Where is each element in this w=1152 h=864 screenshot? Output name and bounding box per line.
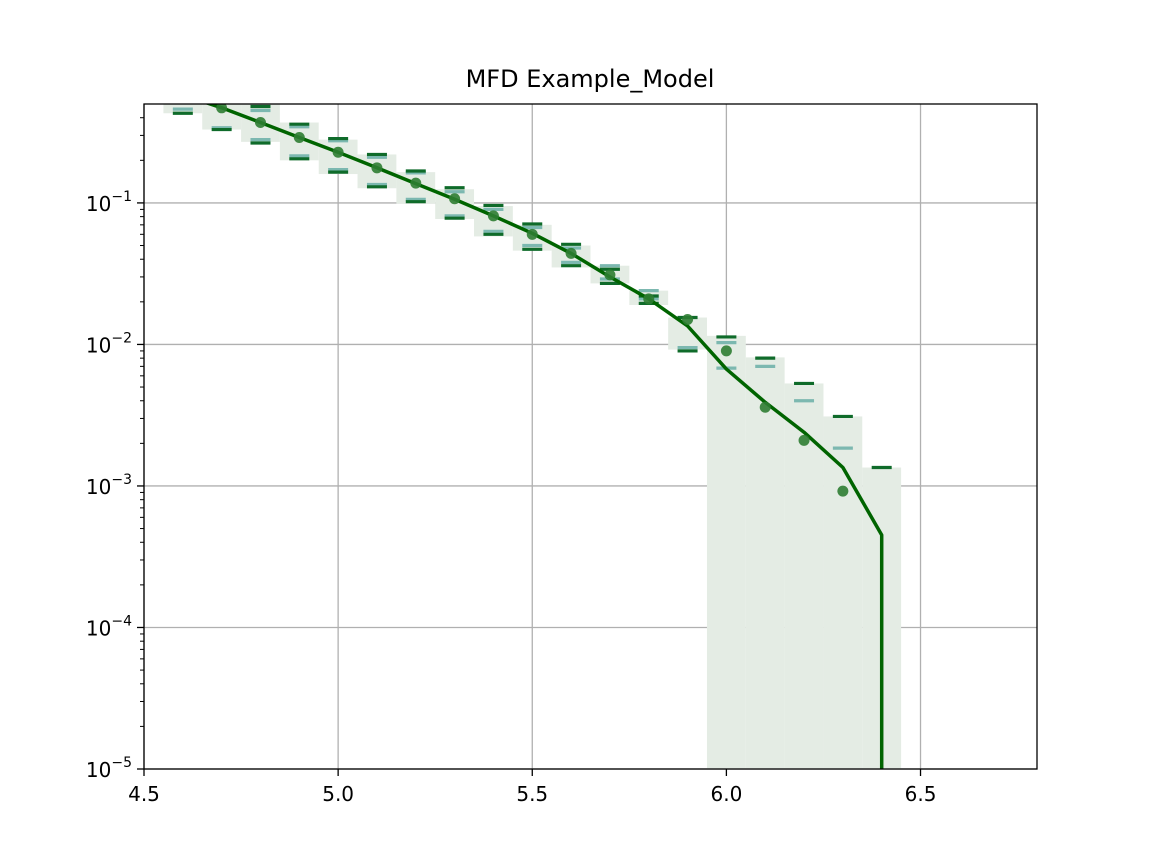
observed-point [410, 177, 422, 189]
x-tick-label: 6.5 [905, 782, 937, 806]
observed-point [293, 131, 305, 143]
observed-point [332, 146, 344, 158]
observed-point [254, 117, 266, 129]
observed-point [643, 293, 655, 305]
observed-point [798, 434, 810, 446]
observed-point [371, 162, 383, 174]
model-line [204, 104, 884, 769]
y-axis: 10−1 10−2 10−3 10−4 10−5 [86, 117, 144, 782]
band-rect [745, 357, 785, 769]
x-axis: 4.5 5.0 5.5 6.0 6.5 [128, 769, 936, 806]
observed-point [837, 485, 849, 497]
grid [143, 104, 1037, 770]
band-rect [706, 335, 746, 769]
plot-area [163, 104, 902, 769]
observed-point [720, 345, 732, 357]
observed-point [565, 247, 577, 259]
y-tick-label: 10−2 [86, 330, 132, 357]
observed-point [487, 210, 499, 222]
chart-title: MFD Example_Model [466, 65, 715, 93]
x-tick-label: 4.5 [128, 782, 160, 806]
y-tick-label: 10−5 [86, 755, 132, 782]
plot-frame [143, 103, 1038, 770]
x-tick-label: 6.0 [710, 782, 742, 806]
observed-point [759, 401, 771, 413]
y-tick-label: 10−1 [86, 189, 132, 216]
x-tick-label: 5.5 [516, 782, 548, 806]
bound-markers [172, 104, 892, 470]
y-tick-label: 10−4 [86, 613, 132, 640]
observed-point [604, 269, 616, 281]
observed-point [682, 314, 694, 326]
x-tick-label: 5.0 [322, 782, 354, 806]
observed-point [216, 104, 228, 114]
model-line-layer [204, 104, 884, 769]
observed-points [216, 104, 849, 497]
band-rect [823, 416, 863, 769]
band-rect [784, 383, 824, 769]
observed-point [449, 193, 461, 205]
y-tick-label: 10−3 [86, 472, 132, 499]
observed-point [526, 228, 538, 240]
